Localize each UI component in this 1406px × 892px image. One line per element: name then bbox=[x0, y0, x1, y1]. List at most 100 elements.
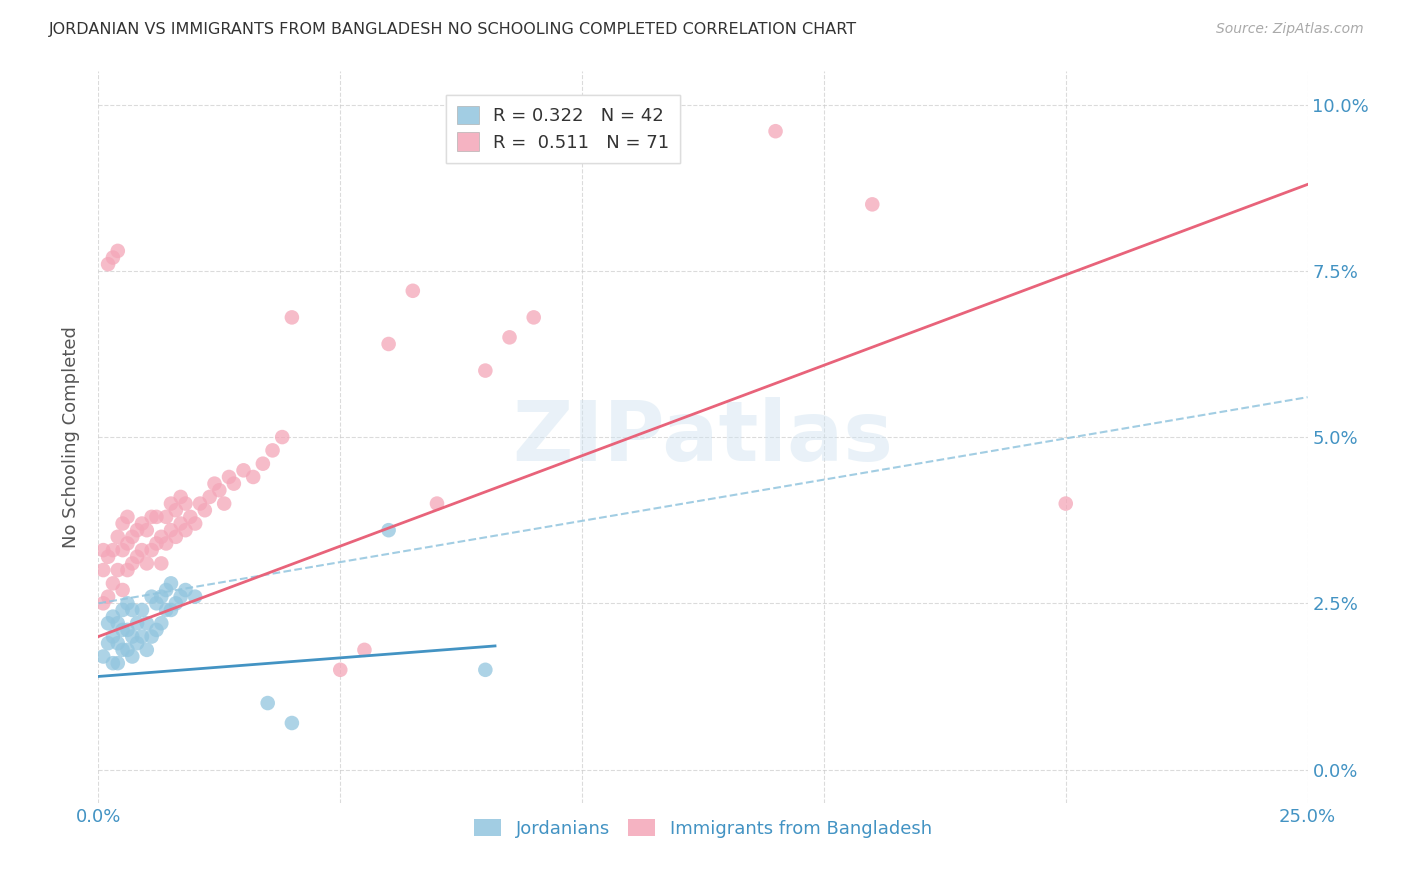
Point bbox=[150, 590, 173, 604]
Point bbox=[121, 630, 143, 644]
Point bbox=[141, 630, 163, 644]
Point bbox=[169, 590, 191, 604]
Point bbox=[174, 497, 197, 511]
Point bbox=[155, 509, 177, 524]
Point bbox=[117, 643, 139, 657]
Point bbox=[150, 616, 173, 631]
Point bbox=[135, 643, 157, 657]
Point bbox=[256, 696, 278, 710]
Point bbox=[107, 530, 129, 544]
Point bbox=[150, 557, 173, 571]
Point bbox=[184, 516, 207, 531]
Point bbox=[174, 523, 197, 537]
Point bbox=[145, 623, 167, 637]
Point bbox=[91, 563, 114, 577]
Point bbox=[131, 630, 153, 644]
Point bbox=[97, 616, 120, 631]
Point bbox=[97, 549, 120, 564]
Point bbox=[271, 430, 294, 444]
Point bbox=[198, 490, 221, 504]
Point bbox=[765, 124, 787, 138]
Point bbox=[377, 337, 399, 351]
Point bbox=[218, 470, 240, 484]
Point bbox=[101, 656, 124, 670]
Point bbox=[169, 516, 191, 531]
Point bbox=[121, 557, 143, 571]
Point bbox=[160, 497, 183, 511]
Text: Source: ZipAtlas.com: Source: ZipAtlas.com bbox=[1216, 22, 1364, 37]
Point bbox=[97, 636, 120, 650]
Point bbox=[127, 636, 149, 650]
Text: ZIPatlas: ZIPatlas bbox=[513, 397, 893, 477]
Point bbox=[145, 509, 167, 524]
Text: JORDANIAN VS IMMIGRANTS FROM BANGLADESH NO SCHOOLING COMPLETED CORRELATION CHART: JORDANIAN VS IMMIGRANTS FROM BANGLADESH … bbox=[49, 22, 858, 37]
Point bbox=[150, 530, 173, 544]
Point bbox=[165, 503, 187, 517]
Point bbox=[204, 476, 226, 491]
Point bbox=[91, 543, 114, 558]
Point bbox=[121, 530, 143, 544]
Point bbox=[91, 596, 114, 610]
Point bbox=[135, 557, 157, 571]
Point bbox=[91, 649, 114, 664]
Point bbox=[188, 497, 211, 511]
Point bbox=[135, 616, 157, 631]
Point bbox=[160, 576, 183, 591]
Point bbox=[174, 582, 197, 597]
Point bbox=[523, 310, 546, 325]
Point bbox=[498, 330, 520, 344]
Point bbox=[426, 497, 449, 511]
Point bbox=[155, 603, 177, 617]
Point bbox=[262, 443, 284, 458]
Point bbox=[141, 590, 163, 604]
Point bbox=[165, 596, 187, 610]
Point bbox=[111, 643, 134, 657]
Point bbox=[135, 523, 157, 537]
Point bbox=[101, 251, 124, 265]
Point bbox=[131, 516, 153, 531]
Point bbox=[145, 536, 167, 550]
Point bbox=[402, 284, 425, 298]
Point bbox=[194, 503, 217, 517]
Point bbox=[155, 582, 177, 597]
Point bbox=[353, 643, 375, 657]
Point bbox=[329, 663, 352, 677]
Legend: Jordanians, Immigrants from Bangladesh: Jordanians, Immigrants from Bangladesh bbox=[467, 813, 939, 845]
Point bbox=[160, 603, 183, 617]
Point bbox=[184, 590, 207, 604]
Point bbox=[208, 483, 231, 498]
Point bbox=[107, 563, 129, 577]
Point bbox=[474, 663, 496, 677]
Point bbox=[101, 630, 124, 644]
Point bbox=[1054, 497, 1077, 511]
Point bbox=[97, 590, 120, 604]
Point bbox=[111, 582, 134, 597]
Point bbox=[145, 596, 167, 610]
Point bbox=[860, 197, 883, 211]
Point bbox=[141, 543, 163, 558]
Point bbox=[117, 596, 139, 610]
Point bbox=[242, 470, 264, 484]
Point bbox=[111, 543, 134, 558]
Point bbox=[127, 549, 149, 564]
Point bbox=[121, 649, 143, 664]
Point bbox=[169, 490, 191, 504]
Point bbox=[101, 543, 124, 558]
Point bbox=[212, 497, 235, 511]
Point bbox=[101, 576, 124, 591]
Point bbox=[131, 603, 153, 617]
Point bbox=[165, 530, 187, 544]
Point bbox=[97, 257, 120, 271]
Point bbox=[127, 523, 149, 537]
Point bbox=[121, 603, 143, 617]
Point bbox=[117, 536, 139, 550]
Point bbox=[111, 603, 134, 617]
Point bbox=[131, 543, 153, 558]
Point bbox=[281, 310, 304, 325]
Point bbox=[117, 509, 139, 524]
Point bbox=[222, 476, 245, 491]
Point bbox=[377, 523, 399, 537]
Point bbox=[474, 363, 496, 377]
Point bbox=[117, 563, 139, 577]
Point bbox=[111, 516, 134, 531]
